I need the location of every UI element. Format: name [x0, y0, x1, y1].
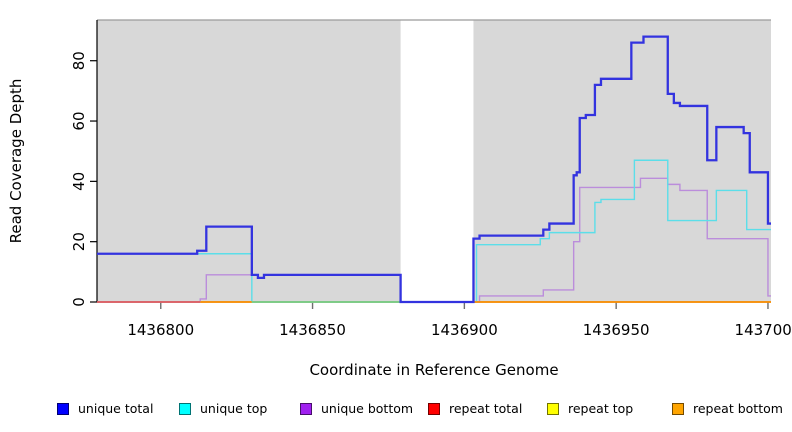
series-unique-total [97, 35, 771, 304]
legend-label: repeat total [449, 401, 523, 416]
legend-swatch-unique-bottom [300, 403, 312, 415]
plot-panel-1 [473, 20, 771, 302]
y-axis-title: Read Coverage Depth [7, 79, 25, 244]
legend-label: unique total [78, 401, 154, 416]
x-tick-label: 1436800 [127, 321, 194, 339]
legend-swatch-unique-top [179, 403, 191, 415]
coverage-plot: 0 20 40 60 80 1436800 1436850 1436900 1436950 143… [7, 19, 792, 379]
x-tick-label: 1437000 [735, 321, 792, 339]
legend-swatch-repeat-total [428, 403, 440, 415]
x-tick-label: 1436850 [279, 321, 346, 339]
legend-item-unique-total: unique total [57, 398, 153, 420]
y-tick-label: 60 [70, 111, 88, 130]
plot-panel-0 [97, 20, 401, 302]
legend-label: repeat bottom [693, 401, 783, 416]
legend-item-repeat-total: repeat total [428, 398, 522, 420]
y-tick-label: 20 [70, 232, 88, 251]
x-tick-label: 1436900 [431, 321, 498, 339]
x-tick-label: 1436950 [583, 321, 650, 339]
legend-item-repeat-top: repeat top [547, 398, 633, 420]
series-unique-bottom [97, 177, 771, 303]
legend-label: unique bottom [321, 401, 414, 416]
legend: unique total unique top unique bottom repea… [0, 398, 792, 424]
legend-item-unique-top: unique top [179, 398, 267, 420]
y-tick-label: 80 [70, 51, 88, 70]
legend-label: repeat top [568, 401, 634, 416]
legend-label: unique top [200, 401, 268, 416]
legend-swatch-repeat-top [547, 403, 559, 415]
y-tick-label: 40 [70, 172, 88, 191]
legend-item-repeat-bottom: repeat bottom [672, 398, 783, 420]
legend-item-unique-bottom: unique bottom [300, 398, 413, 420]
y-tick-label: 0 [70, 297, 88, 307]
legend-swatch-unique-total [57, 403, 69, 415]
x-axis-title: Coordinate in Reference Genome [309, 361, 558, 379]
legend-swatch-repeat-bottom [672, 403, 684, 415]
